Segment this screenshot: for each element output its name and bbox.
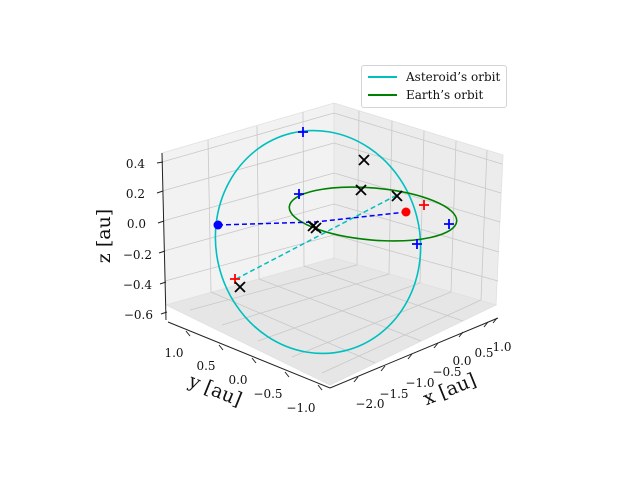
- x-tick-label: 1.0: [492, 340, 511, 354]
- y-tick-label: 1.0: [164, 346, 183, 360]
- x-tick-label: −2.0: [355, 397, 384, 411]
- x-tick-label: −0.5: [432, 365, 461, 379]
- red-point-marker: [401, 207, 411, 217]
- blue-plus-marker: [412, 239, 422, 249]
- x-tick-marks: [353, 317, 498, 383]
- black-x-marker: [310, 222, 322, 234]
- y-tick-marks: [185, 330, 323, 391]
- z-tick-label: 0.4: [126, 157, 145, 171]
- blue-plus-marker: [298, 127, 308, 137]
- x-tick-label: −1.0: [405, 376, 434, 390]
- z-tick-label: −0.6: [124, 308, 153, 322]
- legend-line-earth: [368, 94, 397, 96]
- earth-orbit-line: [288, 186, 458, 242]
- blue-point-marker: [213, 220, 223, 230]
- asteroid-orbit-line: [214, 129, 422, 355]
- z-tick-label: −0.2: [123, 248, 152, 262]
- blue-plus-marker: [444, 219, 454, 229]
- blue-plus-marker: [294, 189, 304, 199]
- black-x-marker: [358, 154, 370, 166]
- black-x-marker: [355, 184, 367, 196]
- blue-dashed-connector: [217, 211, 407, 226]
- y-tick-label: −1.0: [286, 401, 315, 415]
- y-tick-label: 0.5: [196, 359, 215, 373]
- legend-item-asteroid: Asteroid’s orbit: [368, 69, 500, 85]
- black-x-marker: [234, 281, 246, 293]
- x-tick-label: 0.0: [452, 354, 471, 368]
- cyan-dashed-connector: [235, 194, 398, 280]
- z-tick-label: 0.2: [126, 187, 145, 201]
- z-tick-label: 0.0: [127, 217, 146, 231]
- z-tick-label: −0.4: [123, 278, 153, 292]
- x-tick-label: 0.5: [474, 346, 493, 360]
- red-plus-marker: [419, 200, 429, 210]
- axis-lines: [161, 152, 499, 389]
- legend: Asteroid’s orbit Earth’s orbit: [361, 65, 507, 108]
- z-tick-marks: [156, 161, 168, 315]
- grid-lines: [161, 110, 503, 374]
- legend-item-earth: Earth’s orbit: [368, 87, 483, 103]
- legend-label: Earth’s orbit: [406, 88, 484, 102]
- y-tick-label: 0.0: [228, 373, 247, 387]
- black-x-marker: [391, 190, 403, 202]
- z-axis-label: z [au]: [93, 209, 115, 263]
- x-tick-label: −1.5: [379, 387, 408, 401]
- legend-label: Asteroid’s orbit: [406, 70, 501, 84]
- floor-pane: [164, 257, 498, 386]
- y-tick-label: −0.5: [253, 387, 282, 401]
- legend-line-asteroid: [368, 76, 397, 78]
